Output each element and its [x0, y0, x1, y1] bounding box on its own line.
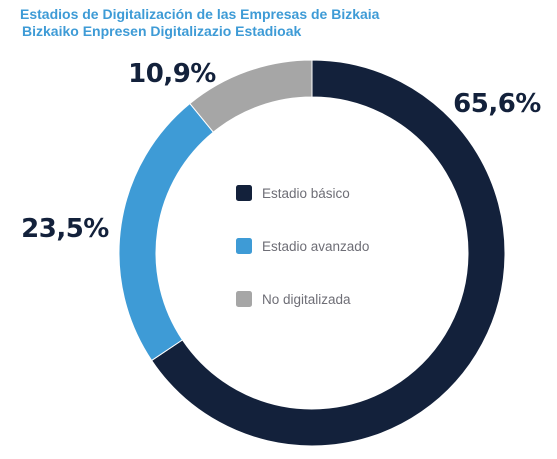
legend-label-estadio-avanzado: Estadio avanzado: [262, 239, 369, 254]
pct-label-estadio-avanzado: 23,5%: [21, 214, 109, 244]
pct-label-estadio-basico: 65,6%: [453, 89, 541, 119]
legend-label-no-digitalizada: No digitalizada: [262, 292, 351, 307]
chart-subtitle: Bizkaiko Enpresen Digitalizazio Estadioa…: [22, 23, 302, 39]
slice-estadio-avanzado: [118, 102, 215, 362]
legend-swatch-estadio-basico: [236, 185, 252, 201]
pct-label-no-digitalizada: 10,9%: [128, 59, 216, 89]
slice-no-digitalizada: [189, 59, 313, 133]
donut-slices: [118, 59, 506, 447]
slice-estadio-basico: [151, 59, 506, 447]
legend-swatch-no-digitalizada: [236, 291, 252, 307]
legend-swatch-estadio-avanzado: [236, 238, 252, 254]
legend: Estadio básico Estadio avanzado No digital…: [236, 185, 369, 307]
chart-title: Estadios de Digitalización de las Empres…: [20, 6, 380, 22]
chart-title-block: Estadios de Digitalización de las Empres…: [20, 6, 379, 40]
percentage-labels: 65,6% 23,5% 10,9%: [21, 59, 542, 244]
legend-label-estadio-basico: Estadio básico: [262, 186, 350, 201]
